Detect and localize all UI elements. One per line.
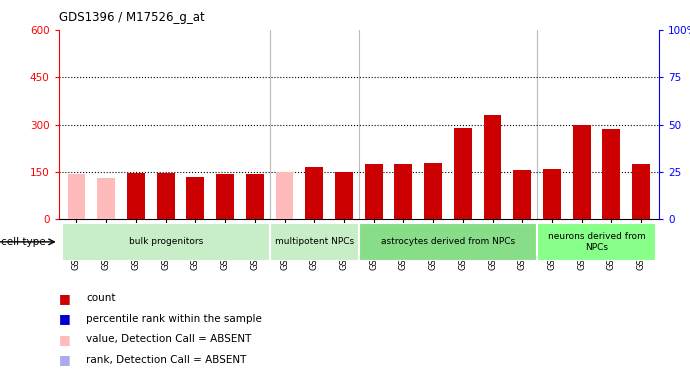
Bar bbox=[335, 172, 353, 219]
Bar bbox=[97, 178, 115, 219]
Text: astrocytes derived from NPCs: astrocytes derived from NPCs bbox=[381, 237, 515, 246]
Text: neurons derived from
NPCs: neurons derived from NPCs bbox=[548, 232, 645, 252]
Bar bbox=[537, 223, 656, 261]
Bar bbox=[61, 223, 270, 261]
Bar bbox=[305, 167, 323, 219]
Text: bulk progenitors: bulk progenitors bbox=[128, 237, 203, 246]
Bar bbox=[573, 124, 591, 219]
Bar bbox=[424, 163, 442, 219]
Bar bbox=[127, 172, 145, 219]
Text: count: count bbox=[86, 293, 116, 303]
Text: ■: ■ bbox=[59, 354, 70, 366]
Text: cell type: cell type bbox=[1, 237, 46, 247]
Bar bbox=[602, 129, 620, 219]
Text: ■: ■ bbox=[59, 292, 70, 304]
Bar bbox=[246, 174, 264, 219]
Text: ■: ■ bbox=[59, 312, 70, 325]
Bar bbox=[275, 172, 293, 219]
Text: value, Detection Call = ABSENT: value, Detection Call = ABSENT bbox=[86, 334, 252, 344]
Bar bbox=[270, 223, 359, 261]
Bar bbox=[513, 171, 531, 219]
Bar bbox=[68, 174, 86, 219]
Bar bbox=[359, 223, 537, 261]
Text: ■: ■ bbox=[59, 333, 70, 346]
Text: percentile rank within the sample: percentile rank within the sample bbox=[86, 314, 262, 324]
Bar bbox=[365, 164, 382, 219]
Bar bbox=[543, 169, 561, 219]
Text: GDS1396 / M17526_g_at: GDS1396 / M17526_g_at bbox=[59, 11, 204, 24]
Bar bbox=[216, 174, 234, 219]
Bar bbox=[632, 164, 650, 219]
Bar bbox=[484, 115, 502, 219]
Text: multipotent NPCs: multipotent NPCs bbox=[275, 237, 354, 246]
Bar bbox=[395, 164, 413, 219]
Text: rank, Detection Call = ABSENT: rank, Detection Call = ABSENT bbox=[86, 355, 246, 365]
Bar bbox=[454, 128, 472, 219]
Bar bbox=[157, 172, 175, 219]
Bar bbox=[186, 177, 204, 219]
